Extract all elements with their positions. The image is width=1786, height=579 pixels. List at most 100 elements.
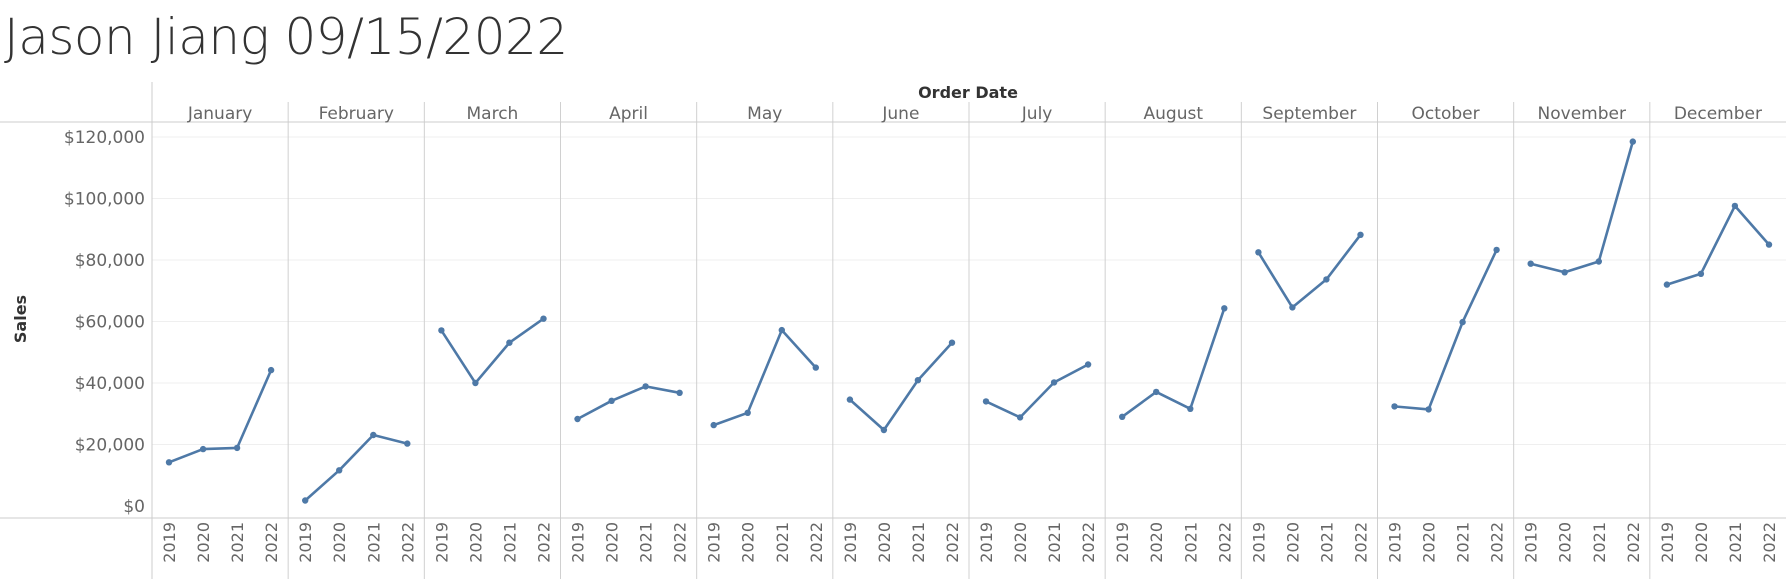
data-point[interactable]: [914, 377, 922, 384]
data-point[interactable]: [1289, 304, 1296, 311]
year-tick-label: 2022: [1760, 522, 1779, 563]
data-point[interactable]: [1255, 249, 1262, 256]
data-point[interactable]: [1391, 403, 1398, 410]
year-tick-label: 2021: [1181, 522, 1200, 563]
series-line-november: [1529, 140, 1635, 274]
data-point[interactable]: [1050, 379, 1058, 386]
data-point[interactable]: [1697, 270, 1705, 277]
year-tick-label: 2021: [364, 522, 383, 563]
year-tick-label: 2019: [432, 522, 451, 563]
year-tick-label: 2020: [1692, 522, 1711, 563]
year-tick-label: 2020: [1147, 522, 1166, 563]
year-tick-label: 2020: [330, 522, 349, 563]
data-point[interactable]: [1084, 361, 1092, 368]
year-tick-label: 2019: [569, 522, 588, 563]
month-label: January: [187, 104, 252, 124]
data-point[interactable]: [336, 467, 343, 474]
data-point[interactable]: [1459, 318, 1466, 326]
year-tick-label: 2022: [534, 522, 553, 563]
month-label: December: [1674, 104, 1762, 124]
year-tick-label: 2022: [262, 522, 281, 563]
data-point[interactable]: [1119, 413, 1126, 420]
data-point[interactable]: [812, 364, 819, 371]
y-tick-label: $120,000: [64, 128, 145, 148]
year-tick-label: 2020: [1556, 522, 1575, 563]
year-tick-label: 2019: [1658, 522, 1677, 563]
year-tick-label: 2022: [943, 522, 962, 563]
data-point[interactable]: [744, 409, 751, 416]
year-tick-label: 2020: [603, 522, 622, 563]
month-labels: January February March April May June July Augu…: [187, 104, 1762, 124]
year-tick-label: 2020: [466, 522, 485, 563]
data-point[interactable]: [165, 459, 173, 466]
data-point[interactable]: [1016, 414, 1024, 421]
data-point[interactable]: [574, 415, 581, 423]
data-point[interactable]: [1221, 305, 1228, 312]
data-point[interactable]: [642, 383, 649, 390]
data-point[interactable]: [199, 445, 207, 453]
data-point[interactable]: [370, 431, 377, 439]
year-tick-label: 2019: [977, 522, 996, 563]
y-tick-label: $0: [123, 497, 145, 517]
data-point[interactable]: [1357, 231, 1364, 238]
month-label: September: [1262, 104, 1356, 124]
data-point[interactable]: [267, 366, 275, 374]
data-point[interactable]: [472, 379, 479, 387]
y-tick-label: $60,000: [75, 313, 145, 333]
year-tick-label: 2020: [1011, 522, 1030, 563]
data-point[interactable]: [1561, 269, 1568, 276]
chart-frame: [0, 82, 1786, 579]
month-label: May: [747, 104, 782, 124]
data-point[interactable]: [1323, 276, 1330, 283]
month-label: October: [1412, 104, 1480, 124]
year-tick-label: 2019: [841, 522, 860, 563]
data-point[interactable]: [1153, 388, 1160, 396]
series-line-august: [1120, 306, 1226, 419]
data-point[interactable]: [438, 327, 445, 334]
month-label: March: [467, 104, 519, 124]
year-tick-label: 2021: [500, 522, 519, 563]
year-tick-label: 2020: [739, 522, 758, 563]
year-tick-label: 2022: [398, 522, 417, 563]
data-point[interactable]: [1425, 406, 1432, 413]
series-line-october: [1393, 248, 1498, 411]
series-lines: [165, 138, 1773, 504]
y-tick-label: $40,000: [75, 374, 145, 394]
data-point[interactable]: [948, 339, 956, 346]
series-line-may: [712, 328, 818, 427]
data-point[interactable]: [1187, 405, 1194, 412]
data-point[interactable]: [233, 444, 241, 452]
data-point[interactable]: [404, 440, 411, 447]
data-point[interactable]: [846, 396, 854, 403]
year-tick-label: 2021: [1317, 522, 1336, 563]
data-point[interactable]: [1527, 260, 1534, 267]
data-point[interactable]: [1595, 258, 1603, 265]
data-point[interactable]: [1731, 202, 1739, 210]
data-point[interactable]: [506, 339, 513, 346]
data-point[interactable]: [880, 426, 888, 434]
data-point[interactable]: [1493, 246, 1500, 254]
data-point[interactable]: [1765, 241, 1773, 248]
month-label: June: [881, 104, 919, 124]
data-point[interactable]: [676, 389, 683, 396]
data-point[interactable]: [982, 398, 990, 405]
year-tick-label: 2022: [671, 522, 690, 563]
year-labels: 2019 2020 2021 2022 2019 2020 2021 2022 2019 2020…: [160, 522, 1779, 563]
month-label: November: [1538, 104, 1626, 124]
data-point[interactable]: [1629, 138, 1637, 145]
data-point[interactable]: [710, 421, 717, 429]
data-point[interactable]: [540, 315, 547, 322]
year-tick-label: 2021: [637, 522, 656, 563]
data-point[interactable]: [778, 326, 785, 334]
y-tick-label: $100,000: [64, 190, 145, 210]
data-point[interactable]: [302, 497, 309, 504]
series-line-june: [848, 341, 954, 432]
year-tick-label: 2019: [296, 522, 315, 563]
year-tick-label: 2019: [1113, 522, 1132, 563]
month-label: July: [1021, 104, 1053, 124]
year-tick-label: 2022: [807, 522, 826, 563]
data-point[interactable]: [608, 397, 615, 404]
data-point[interactable]: [1663, 281, 1671, 288]
series-line-september: [1257, 233, 1362, 309]
